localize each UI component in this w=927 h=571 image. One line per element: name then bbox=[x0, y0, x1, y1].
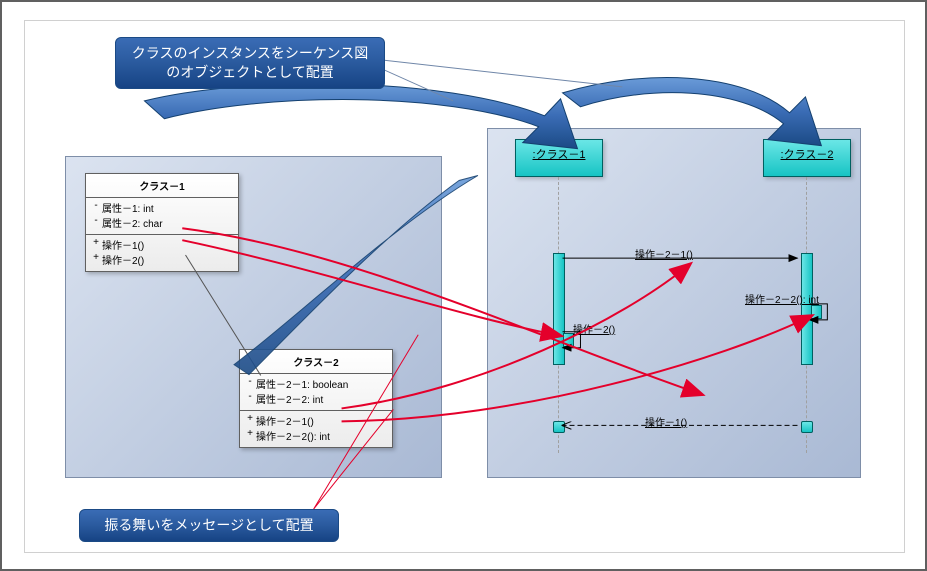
attr-row: -属性－1: int bbox=[90, 200, 234, 215]
attr-row: -属性－2－1: boolean bbox=[244, 376, 388, 391]
msg-label: 操作－2－1() bbox=[635, 246, 693, 261]
msg-label: 操作－1() bbox=[645, 414, 687, 429]
uml-attrs: -属性－1: int -属性－2: char bbox=[86, 198, 238, 235]
op-row: +操作－2－2(): int bbox=[244, 428, 388, 443]
seq-object-2: :クラス－2 bbox=[763, 139, 851, 177]
uml-class-title: クラス－1 bbox=[86, 174, 238, 198]
msg-label: 操作－2() bbox=[573, 321, 615, 336]
msg-label: 操作－2－2(): int bbox=[745, 291, 819, 306]
uml-ops: +操作－2－1() +操作－2－2(): int bbox=[240, 411, 392, 447]
activation-nested-2 bbox=[811, 305, 822, 319]
callout-bottom: 振る舞いをメッセージとして配置 bbox=[79, 509, 339, 542]
attr-row: -属性－2: char bbox=[90, 215, 234, 230]
seq-object-1: :クラス－1 bbox=[515, 139, 603, 177]
callout-text: クラスのインスタンスをシーケンス図のオブジェクトとして配置 bbox=[132, 45, 368, 80]
op-row: +操作－2() bbox=[90, 252, 234, 267]
op-row: +操作－2－1() bbox=[244, 413, 388, 428]
uml-attrs: -属性－2－1: boolean -属性－2－2: int bbox=[240, 374, 392, 411]
uml-class-2: クラス－2 -属性－2－1: boolean -属性－2－2: int +操作－… bbox=[239, 349, 393, 448]
lifeline-endcap-2 bbox=[801, 421, 813, 433]
outer-frame: クラス－1 -属性－1: int -属性－2: char +操作－1() +操作… bbox=[0, 0, 927, 571]
callout-top: クラスのインスタンスをシーケンス図のオブジェクトとして配置 bbox=[115, 37, 385, 89]
op-row: +操作－1() bbox=[90, 237, 234, 252]
uml-class-1: クラス－1 -属性－1: int -属性－2: char +操作－1() +操作… bbox=[85, 173, 239, 272]
attr-row: -属性－2－2: int bbox=[244, 391, 388, 406]
canvas: クラス－1 -属性－1: int -属性－2: char +操作－1() +操作… bbox=[24, 20, 905, 553]
uml-class-title: クラス－2 bbox=[240, 350, 392, 374]
activation-1 bbox=[553, 253, 565, 365]
callout-text: 振る舞いをメッセージとして配置 bbox=[104, 517, 313, 533]
uml-ops: +操作－1() +操作－2() bbox=[86, 235, 238, 271]
lifeline-endcap-1 bbox=[553, 421, 565, 433]
